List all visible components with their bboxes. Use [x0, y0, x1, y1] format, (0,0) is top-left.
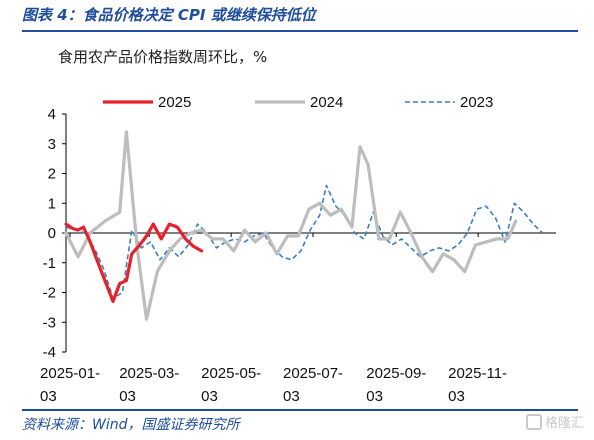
watermark-logo-icon: [525, 413, 542, 430]
y-tick-label: 3: [48, 136, 56, 153]
x-tick-label-line: 03: [40, 388, 57, 405]
x-tick-label: 2025-01- 03: [40, 365, 100, 405]
x-tick-label: 2025-07- 03: [283, 365, 343, 405]
y-tick-label: 4: [48, 106, 56, 123]
x-tick-label: 2025-05- 03: [201, 365, 261, 405]
x-tick-label-line: 03: [119, 388, 136, 405]
x-tick-label-line: 2025-09-: [366, 365, 426, 382]
x-tick-label-line: 03: [283, 388, 300, 405]
watermark-text: 格隆汇: [544, 416, 584, 431]
chart-title: 食用农产品价格指数周环比，%: [58, 48, 268, 66]
y-tick-label: -3: [43, 314, 56, 331]
x-tick-label: 2025-03- 03: [119, 365, 179, 405]
title-rule: [22, 30, 578, 32]
y-tick-label: 1: [48, 195, 56, 212]
x-tick-label-line: 03: [366, 388, 383, 405]
x-tick-label-line: 03: [448, 388, 465, 405]
legend-label-2023: 2023: [460, 94, 493, 111]
series-line-2025: [64, 222, 204, 303]
legend-label-2024: 2024: [310, 94, 343, 111]
y-tick-label: 2: [48, 166, 56, 183]
x-tick-label-line: 2025-07-: [283, 365, 343, 382]
x-tick-label-line: 03: [201, 388, 218, 405]
series-line-2024: [64, 130, 518, 321]
x-tick-label-line: 2025-01-: [40, 365, 100, 382]
figure-title: 图表 4：食品价格决定 CPI 或继续保持低位: [22, 6, 316, 24]
legend: 2025 2024 2023: [103, 94, 493, 111]
x-tick-label-line: 2025-05-: [201, 365, 261, 382]
source-rule: [22, 409, 578, 411]
watermark: 格隆汇: [525, 412, 584, 431]
y-tick-label: 0: [48, 225, 56, 242]
legend-label-2025: 2025: [158, 94, 191, 111]
source-note: 资料来源：Wind，国盛证券研究所: [22, 417, 240, 433]
x-tick-label: 2025-09- 03: [366, 365, 426, 405]
x-tick-label-line: 2025-11-: [448, 365, 507, 382]
axes: 43210-1-2-3-42025-01-032025-03-032025-05…: [40, 106, 556, 405]
x-tick-label: 2025-11- 03: [448, 365, 507, 405]
x-tick-label-line: 2025-03-: [119, 365, 179, 382]
y-tick-label: -2: [43, 285, 56, 302]
y-tick-label: -4: [43, 344, 56, 361]
series-lines: [64, 130, 544, 321]
y-tick-label: -1: [43, 255, 56, 272]
